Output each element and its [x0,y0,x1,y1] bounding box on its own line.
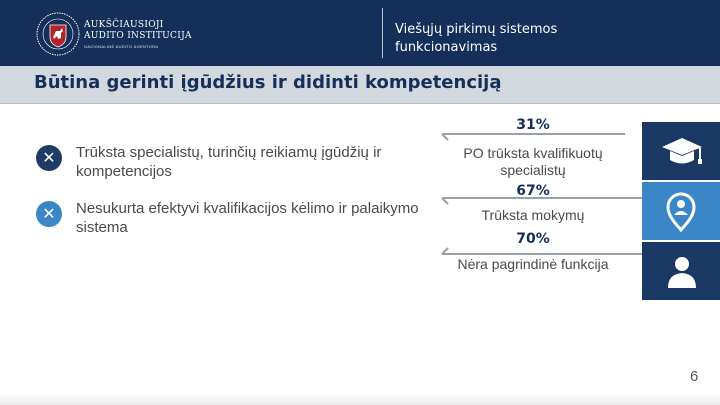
org-name-line2: AUDITO INSTITUCIJA [84,31,192,41]
header-bar: AUKŠČIAUSIOJI AUDITO INSTITUCIJA NACIONA… [0,0,720,66]
graduation-cap-icon [662,138,702,164]
stat-value-70: 70% [516,231,550,247]
bullet-text: Trūksta specialistų, turinčių reikiamų į… [76,144,382,180]
stat-label: Nėra pagrindinė funkcija [457,256,609,272]
stat-icon-box [642,122,720,180]
coat-of-arms-logo-icon [36,12,80,56]
x-icon: ✕ [36,201,62,227]
stat-icon-box [642,182,720,240]
stat-label: PO trūksta kvalifikuotų specialistų [463,145,603,178]
title-bar [0,66,720,104]
header-title: Viešųjų pirkimų sistemos funkcionavimas [395,22,558,55]
stat-value-67: 67% [516,183,550,199]
page-number: 6 [690,368,699,385]
header-divider [382,8,383,58]
slide-title: Būtina gerinti įgūdžius ir didinti kompe… [34,72,502,93]
org-name-line3: NACIONALINĖ AUDITO AGENTŪRA [84,44,159,49]
stat-value-31: 31% [516,117,550,133]
stat-label: Trūksta mokymų [481,207,585,223]
bullet-text: Nesukurta efektyvi kvalifikacijos kėlimo… [76,200,419,236]
org-name-line1: AUKŠČIAUSIOJI [84,20,164,30]
organization-name: AUKŠČIAUSIOJI AUDITO INSTITUCIJA NACIONA… [84,20,192,49]
bottom-shadow [0,394,720,405]
person-location-pin-icon [666,192,696,233]
person-icon [668,257,696,288]
x-icon: ✕ [36,145,62,171]
stat-icon-box [642,242,720,300]
connector-bracket [441,133,643,255]
